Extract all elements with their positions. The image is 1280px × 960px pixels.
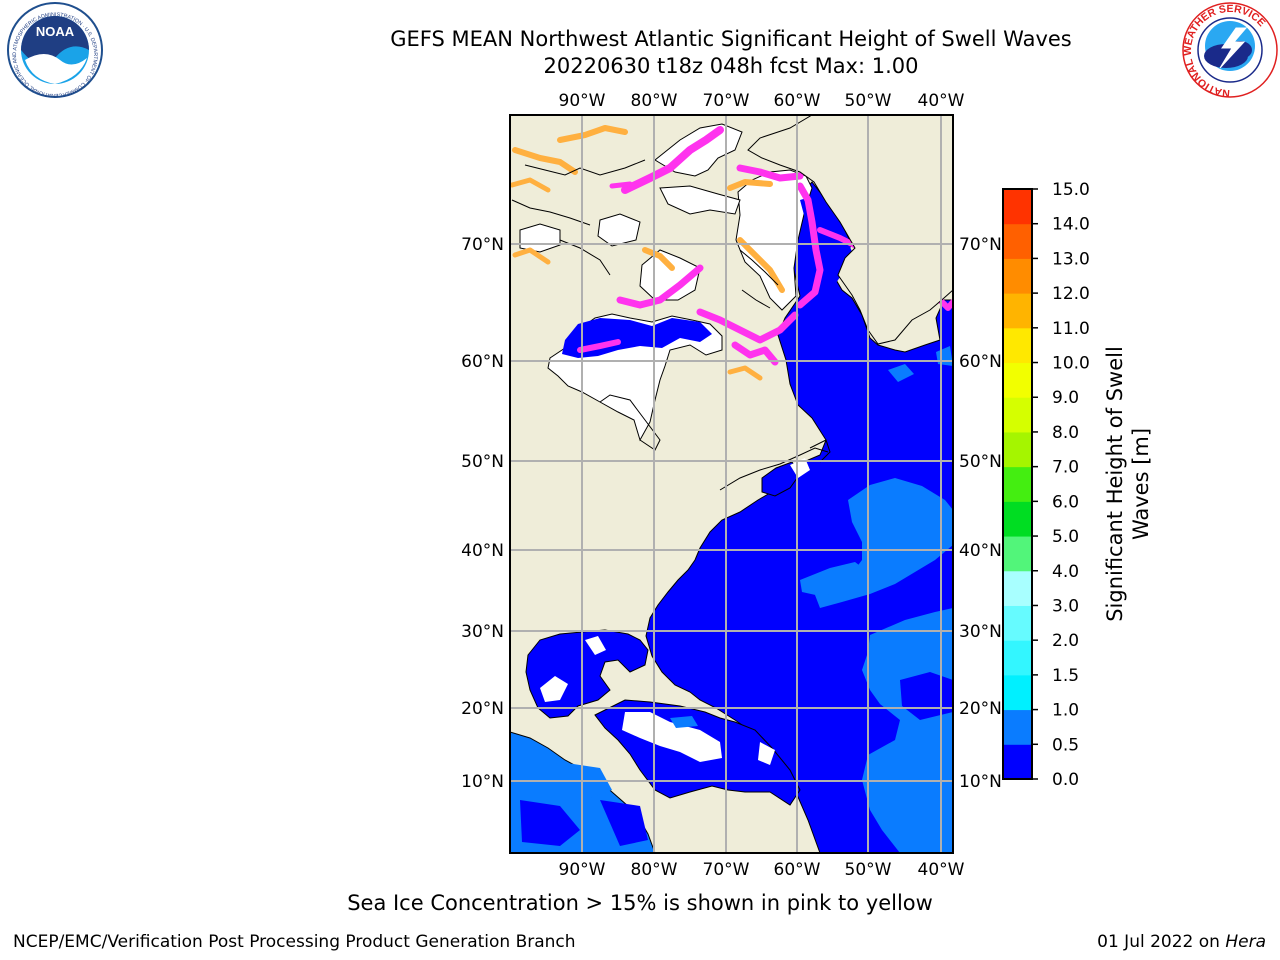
colorbar-tick-label: 0.5	[1052, 735, 1079, 755]
lon-label-top: 80°W	[631, 91, 678, 111]
lat-label-left: 20°N	[461, 699, 504, 719]
colorbar-tick-label: 14.0	[1052, 215, 1090, 235]
footer-host: Hera	[1225, 932, 1266, 952]
colorbar-tick-label: 4.0	[1052, 562, 1079, 582]
lon-label-top: 90°W	[559, 91, 606, 111]
lat-label-right: 70°N	[959, 235, 1002, 255]
colorbar-frame	[1002, 188, 1033, 780]
lon-label-bottom: 50°W	[845, 860, 892, 880]
noaa-logo-icon: NOAA NATIONAL OCEANIC AND ATMOSPHERIC AD…	[7, 2, 103, 98]
colorbar-tick-label: 13.0	[1052, 249, 1090, 269]
colorbar-segment	[1003, 258, 1032, 294]
lat-label-right: 50°N	[959, 452, 1002, 472]
lon-label-bottom: 60°W	[774, 860, 821, 880]
noaa-logo-text: NOAA	[36, 24, 75, 39]
map-subtitle: 20220630 t18z 048h fcst Max: 1.00	[543, 54, 919, 78]
colorbar-segment	[1003, 744, 1032, 780]
lat-label-left: 40°N	[461, 541, 504, 561]
lat-label-left: 30°N	[461, 622, 504, 642]
colorbar-tick-label: 15.0	[1052, 180, 1090, 200]
lon-label-bottom: 70°W	[703, 860, 750, 880]
colorbar-segment	[1003, 362, 1032, 398]
colorbar-tick-label: 8.0	[1052, 423, 1079, 443]
colorbar-segment	[1003, 536, 1032, 572]
lat-label-right: 40°N	[959, 541, 1002, 561]
lon-label-bottom: 90°W	[559, 860, 606, 880]
lon-label-top: 40°W	[918, 91, 965, 111]
colorbar-segment	[1003, 327, 1032, 364]
colorbar-tick-label: 3.0	[1052, 596, 1079, 616]
colorbar-segment	[1003, 397, 1032, 433]
colorbar-tick-label: 9.0	[1052, 388, 1079, 408]
graticule	[510, 115, 953, 853]
colorbar: 0.0 0.5 1.0 1.5 2.0 3.0 4.0 5.0 6.0 7.0 8.0 9.0 10.0…	[1002, 180, 1090, 790]
colorbar-segment	[1003, 466, 1032, 502]
coastlines	[511, 159, 831, 491]
footer-date-text: 01 Jul 2022 on	[1097, 932, 1220, 952]
lat-label-left: 50°N	[461, 452, 504, 472]
colorbar-tick-label: 0.0	[1052, 770, 1079, 790]
lon-label-top: 70°W	[703, 91, 750, 111]
footer-credit: NCEP/EMC/Verification Post Processing Pr…	[13, 932, 576, 952]
lat-label-right: 10°N	[959, 772, 1002, 792]
nws-logo-icon: NATIONAL WEATHER SERVICE	[1182, 2, 1278, 99]
colorbar-segment	[1003, 674, 1032, 711]
colorbar-segment	[1003, 223, 1032, 259]
colorbar-tick-label: 7.0	[1052, 458, 1079, 478]
colorbar-label-line1: Significant Height of Swell	[1103, 346, 1127, 622]
map-title: GEFS MEAN Northwest Atlantic Significant…	[390, 27, 1072, 51]
map-area	[510, 115, 953, 853]
colorbar-segment	[1003, 189, 1032, 225]
lon-label-top: 60°W	[774, 91, 821, 111]
sea-ice-caption: Sea Ice Concentration > 15% is shown in …	[347, 891, 933, 915]
colorbar-segment	[1003, 570, 1032, 606]
colorbar-tick-label: 11.0	[1052, 319, 1090, 339]
colorbar-tick-label: 6.0	[1052, 492, 1079, 512]
footer-date: 01 Jul 2022 on Hera	[1097, 932, 1266, 952]
colorbar-segment	[1003, 605, 1032, 641]
colorbar-segment	[1003, 640, 1032, 676]
colorbar-segment	[1003, 431, 1032, 468]
lat-label-right: 20°N	[959, 699, 1002, 719]
lat-label-left: 10°N	[461, 772, 504, 792]
lon-label-bottom: 80°W	[631, 860, 678, 880]
lat-label-left: 60°N	[461, 352, 504, 372]
colorbar-segment	[1003, 293, 1032, 329]
map-frame	[509, 114, 954, 854]
colorbar-tick-label: 5.0	[1052, 527, 1079, 547]
colorbar-tick-label: 12.0	[1052, 284, 1090, 304]
colorbar-segment	[1003, 709, 1032, 745]
lon-label-top: 50°W	[845, 91, 892, 111]
baffin-bay	[735, 169, 813, 311]
colorbar-label-line2: Waves [m]	[1129, 427, 1153, 541]
lat-label-right: 30°N	[959, 622, 1002, 642]
lon-label-bottom: 40°W	[918, 860, 965, 880]
colorbar-tick-label: 1.0	[1052, 701, 1079, 721]
colorbar-tick-label: 10.0	[1052, 354, 1090, 374]
colorbar-tick-label: 1.5	[1052, 666, 1079, 686]
lat-label-left: 70°N	[461, 235, 504, 255]
colorbar-segment	[1003, 501, 1032, 537]
colorbar-tick-label: 2.0	[1052, 631, 1079, 651]
lat-label-right: 60°N	[959, 352, 1002, 372]
sea-ice	[510, 125, 953, 381]
